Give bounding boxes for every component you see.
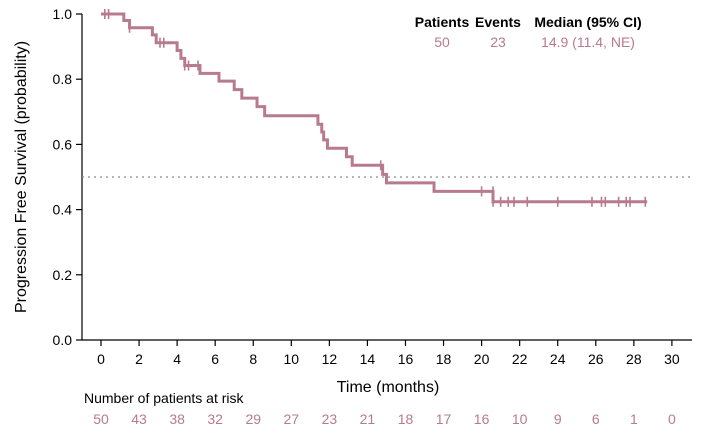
x-tick-label: 4 xyxy=(173,351,181,367)
risk-table-title: Number of patients at risk xyxy=(84,390,245,406)
x-tick-label: 20 xyxy=(474,351,490,367)
legend-value-median: 14.9 (11.4, NE) xyxy=(541,34,635,50)
risk-count: 18 xyxy=(398,411,414,427)
risk-count: 50 xyxy=(93,411,109,427)
risk-count: 0 xyxy=(668,411,676,427)
x-tick-label: 24 xyxy=(550,351,566,367)
legend-header-patients: Patients xyxy=(415,14,470,30)
risk-count: 6 xyxy=(592,411,600,427)
risk-count: 27 xyxy=(284,411,300,427)
y-tick-label: 1.0 xyxy=(53,6,73,22)
risk-count: 23 xyxy=(322,411,338,427)
legend-header-median: Median (95% CI) xyxy=(534,14,641,30)
y-axis-title: Progression Free Survival (probability) xyxy=(13,41,30,313)
x-tick-label: 22 xyxy=(512,351,528,367)
y-tick-label: 0.8 xyxy=(53,71,73,87)
risk-count: 21 xyxy=(360,411,376,427)
risk-table-row: 50 43 38 32 29 27 23 21 18 17 16 10 9 6 1 0 xyxy=(93,411,676,427)
x-tick-label: 8 xyxy=(249,351,257,367)
x-tick-label: 26 xyxy=(588,351,604,367)
x-ticks: 0 2 4 6 8 10 12 14 16 18 20 22 24 26 28 30 xyxy=(97,340,680,367)
x-tick-label: 14 xyxy=(360,351,376,367)
y-tick-label: 0.2 xyxy=(53,267,73,283)
x-tick-label: 18 xyxy=(436,351,452,367)
risk-count: 17 xyxy=(436,411,452,427)
risk-count: 38 xyxy=(169,411,185,427)
risk-count: 1 xyxy=(630,411,638,427)
x-tick-label: 16 xyxy=(398,351,414,367)
y-tick-label: 0.4 xyxy=(53,202,73,218)
survival-curve xyxy=(101,12,648,204)
x-axis-title: Time (months) xyxy=(337,379,440,396)
x-tick-label: 6 xyxy=(211,351,219,367)
risk-count: 32 xyxy=(207,411,223,427)
legend-value-patients: 50 xyxy=(434,34,450,50)
x-tick-label: 0 xyxy=(97,351,105,367)
legend: Patients Events Median (95% CI) 50 23 14… xyxy=(415,14,642,50)
legend-header-events: Events xyxy=(475,14,521,30)
risk-count: 29 xyxy=(245,411,261,427)
x-tick-label: 10 xyxy=(284,351,300,367)
x-tick-label: 28 xyxy=(626,351,642,367)
censor-marks xyxy=(104,9,647,207)
risk-count: 9 xyxy=(554,411,562,427)
risk-count: 43 xyxy=(131,411,147,427)
y-tick-label: 0.6 xyxy=(53,136,73,152)
y-ticks: 0.0 0.2 0.4 0.6 0.8 1.0 xyxy=(53,6,82,348)
legend-value-events: 23 xyxy=(490,34,506,50)
x-tick-label: 2 xyxy=(135,351,143,367)
x-tick-label: 30 xyxy=(664,351,680,367)
risk-count: 10 xyxy=(512,411,528,427)
risk-count: 16 xyxy=(474,411,490,427)
y-tick-label: 0.0 xyxy=(53,332,73,348)
x-tick-label: 12 xyxy=(322,351,338,367)
